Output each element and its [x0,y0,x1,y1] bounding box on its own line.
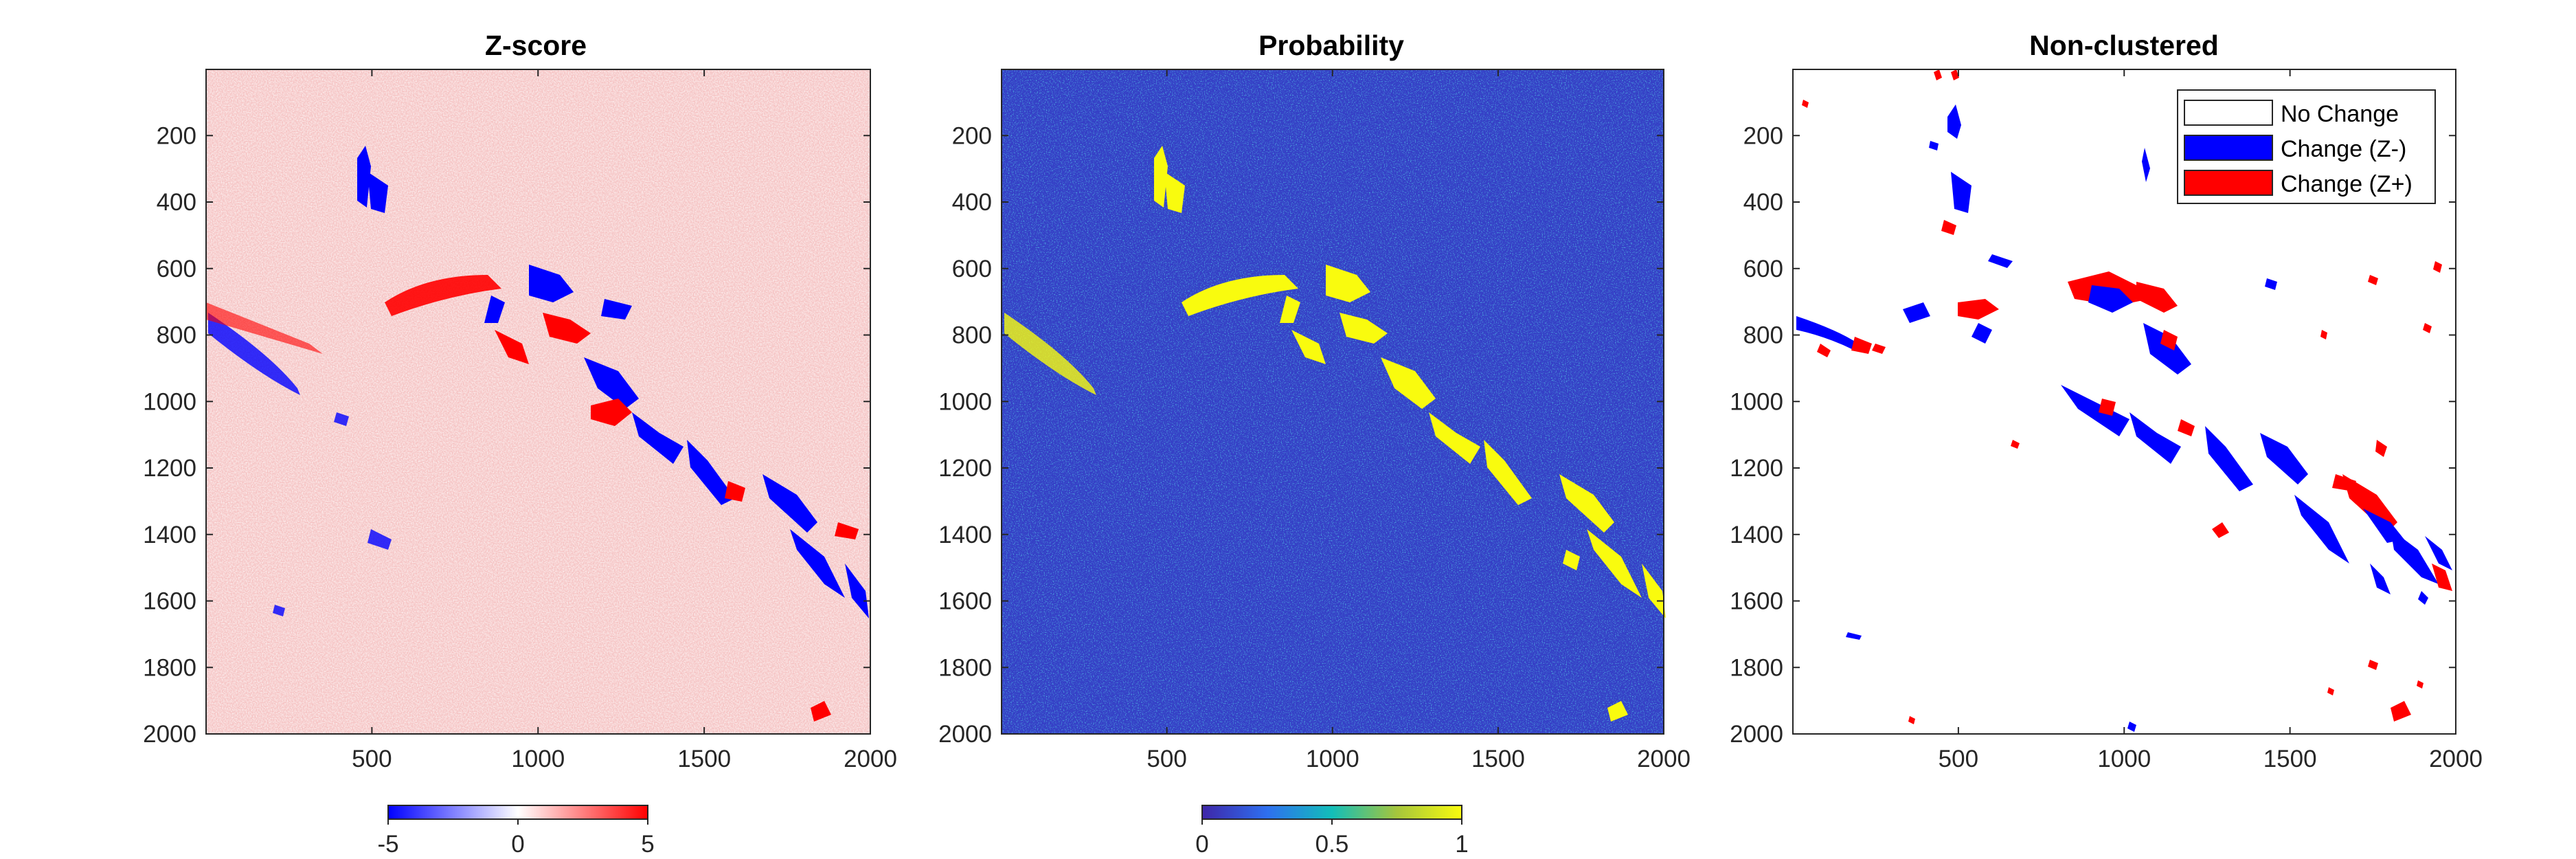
panel-title: Probability [1258,30,1404,61]
y-tick-label: 2000 [1730,721,1783,748]
x-tick-label: 2000 [844,746,897,772]
legend-swatch [2184,170,2273,196]
colorbar-ticks: -5 0 5 [377,819,655,858]
y-tick-label: 800 [157,322,196,349]
y-tick-label: 1000 [938,388,992,415]
y-tick-label: 800 [952,322,992,349]
colorbar-tick-label: -5 [377,831,398,858]
x-tick-label: 1500 [677,746,731,772]
y-tick-label: 600 [1743,256,1783,282]
y-tick-label: 1200 [143,455,196,482]
y-tick-label: 400 [1743,189,1783,216]
y-tick-label: 1400 [938,522,992,548]
heatmap-features [1004,146,1666,722]
y-tick-label: 800 [1743,322,1783,349]
x-tick-label: 500 [1146,746,1186,772]
y-tick-label: 400 [952,189,992,216]
x-axis: 500 1000 1500 2000 [1146,69,1691,772]
legend-label: Change (Z+) [2281,171,2413,197]
y-axis: 200 400 600 800 1000 1200 1400 1600 1800 2000 [143,122,870,748]
x-tick-label: 500 [1939,746,1978,772]
colorbar-tick-label: 0 [1195,831,1208,858]
heatmap-noise [206,69,870,734]
y-axis: 200 400 600 800 1000 1200 1400 1600 1800 2000 [938,122,1664,748]
change-regions [1796,69,2452,732]
x-axis: 500 1000 1500 2000 [352,69,897,772]
y-tick-label: 1400 [1730,522,1783,548]
x-tick-label: 1500 [1471,746,1525,772]
y-tick-label: 1000 [143,388,196,415]
y-tick-label: 1800 [143,654,196,681]
y-tick-label: 1600 [143,588,196,615]
legend-label: No Change [2281,101,2399,127]
colorbar-tick-label: 1 [1455,831,1468,858]
panel-title: Z-score [485,30,587,61]
x-tick-label: 500 [352,746,392,772]
y-tick-label: 2000 [143,721,196,748]
panel-nonclustered: Non-clustered [1730,30,2483,772]
y-tick-label: 1000 [1730,388,1783,415]
colorbar-tick-label: 0 [511,831,524,858]
colorbar [1201,805,1462,820]
y-tick-label: 200 [952,122,992,149]
heatmap-features [206,146,869,722]
y-tick-label: 1800 [1730,654,1783,681]
colorbar [387,805,648,820]
x-tick-label: 1000 [2097,746,2151,772]
y-tick-label: 600 [952,256,992,282]
y-tick-label: 2000 [938,721,992,748]
y-tick-label: 1600 [1730,588,1783,615]
legend-entry: Change (Z-) [2184,135,2406,162]
y-tick-label: 1800 [938,654,992,681]
y-tick-label: 1400 [143,522,196,548]
x-tick-label: 1000 [1306,746,1359,772]
x-axis: 500 1000 1500 2000 [1939,69,2483,772]
legend-swatch [2184,135,2273,161]
legend-label: Change (Z-) [2281,136,2406,162]
x-tick-label: 1500 [2263,746,2317,772]
colorbar-tick-label: 0.5 [1315,831,1349,858]
panel-zscore: Z-score [143,30,897,858]
x-tick-label: 2000 [2429,746,2483,772]
y-tick-label: 1600 [938,588,992,615]
y-tick-label: 1200 [938,455,992,482]
legend: No Change Change (Z-) Change (Z+) [2177,89,2436,204]
colorbar-ticks: 0 0.5 1 [1195,819,1469,858]
legend-entry: No Change [2184,100,2399,127]
legend-swatch [2184,100,2273,126]
y-tick-label: 200 [1743,122,1783,149]
heatmap-noise [1002,69,1664,734]
panel-probability: Probability 500 1000 1500 2000 200 400 600 800… [938,30,1691,858]
y-axis: 200 400 600 800 1000 1200 1400 1600 1800 2000 [1730,122,2456,748]
y-tick-label: 400 [157,189,196,216]
y-tick-label: 600 [157,256,196,282]
x-tick-label: 1000 [511,746,565,772]
panel-title: Non-clustered [2029,30,2219,61]
legend-entry: Change (Z+) [2184,170,2413,197]
y-tick-label: 1200 [1730,455,1783,482]
x-tick-label: 2000 [1637,746,1691,772]
y-tick-label: 200 [157,122,196,149]
colorbar-tick-label: 5 [641,831,654,858]
